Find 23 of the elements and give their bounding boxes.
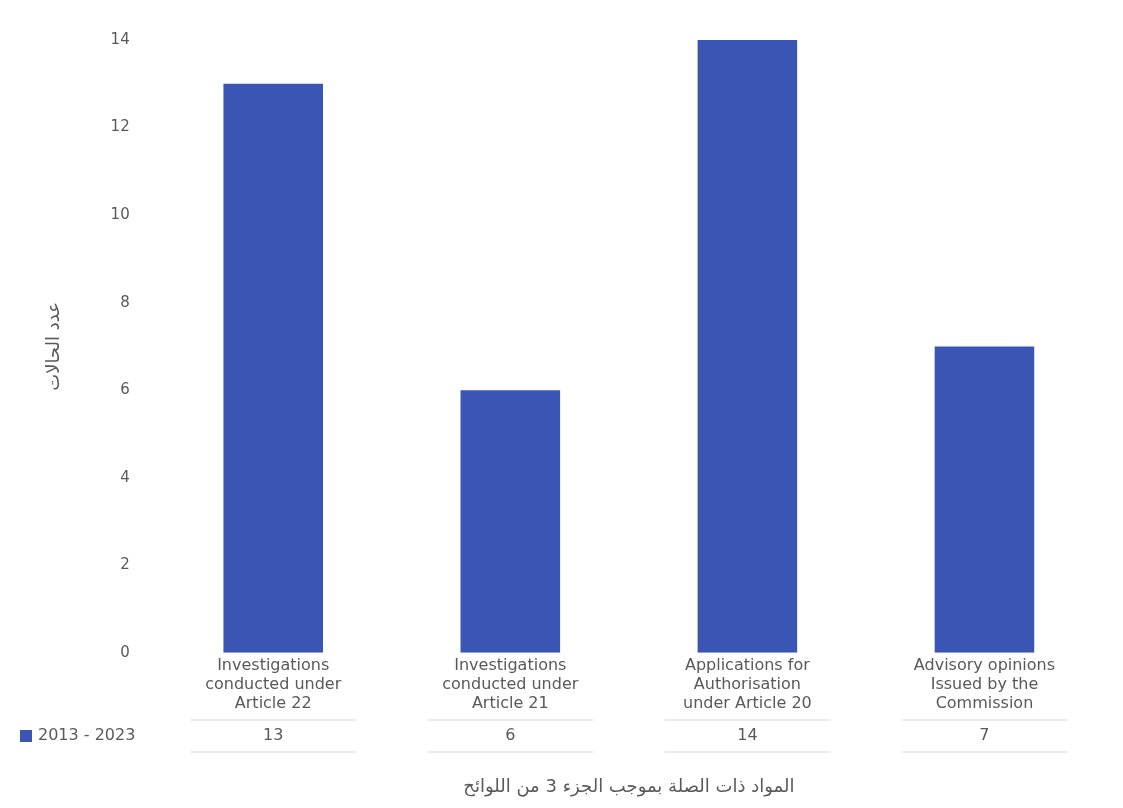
y-tick-label: 10 bbox=[110, 204, 130, 223]
legend-label: 2013 - 2023 bbox=[38, 725, 136, 745]
data-label: 13 bbox=[263, 725, 284, 745]
x-tick-label: Investigations conducted under Article 21 bbox=[442, 654, 579, 712]
data-label: 7 bbox=[979, 725, 990, 745]
x-tick-label: Investigations conducted under Article 22 bbox=[205, 654, 342, 712]
x-tick-label: Advisory opinions Issued by the Commission bbox=[913, 654, 1056, 712]
y-tick-label: 12 bbox=[110, 117, 130, 136]
y-tick-label: 14 bbox=[110, 29, 130, 48]
x-axis-title: المواد ذات الصلة بموجب الجزء 3 من اللوائح bbox=[463, 774, 795, 797]
x-tick-label: Applications for Authorisation under Article 20 bbox=[683, 654, 812, 712]
data-label: 14 bbox=[737, 725, 758, 745]
y-tick-label: 6 bbox=[120, 380, 130, 399]
data-label: 6 bbox=[505, 725, 516, 745]
y-tick-label: 0 bbox=[120, 642, 130, 661]
bar bbox=[460, 390, 561, 653]
y-tick-label: 4 bbox=[120, 467, 130, 486]
bar bbox=[934, 346, 1035, 653]
y-tick-label: 2 bbox=[120, 555, 130, 574]
bar bbox=[697, 40, 798, 653]
y-tick-label: 8 bbox=[120, 292, 130, 311]
bar bbox=[223, 83, 324, 653]
y-axis-title: عدد الحالات bbox=[42, 302, 64, 391]
